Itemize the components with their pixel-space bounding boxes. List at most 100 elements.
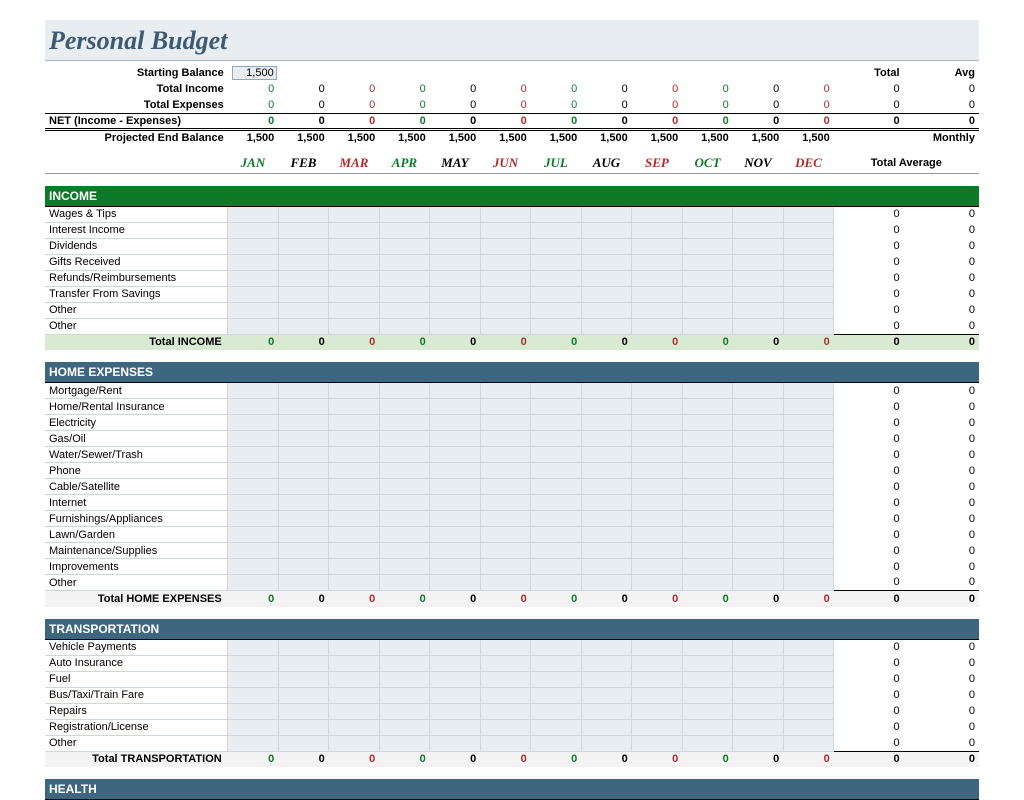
cell-input[interactable]	[278, 415, 329, 431]
cell-input[interactable]	[430, 254, 481, 270]
cell-input[interactable]	[480, 527, 531, 543]
cell-input[interactable]	[228, 431, 279, 447]
cell-input[interactable]	[682, 527, 733, 543]
cell-input[interactable]	[581, 703, 632, 719]
cell-input[interactable]	[480, 655, 531, 671]
cell-input[interactable]	[480, 543, 531, 559]
cell-input[interactable]	[430, 511, 481, 527]
cell-input[interactable]	[682, 415, 733, 431]
cell-input[interactable]	[581, 511, 632, 527]
cell-input[interactable]	[531, 447, 582, 463]
cell-input[interactable]	[480, 222, 531, 238]
cell-input[interactable]	[531, 671, 582, 687]
cell-input[interactable]	[278, 655, 329, 671]
cell-input[interactable]	[733, 479, 784, 495]
cell-input[interactable]	[329, 399, 380, 415]
cell-input[interactable]	[783, 383, 834, 399]
cell-input[interactable]	[430, 719, 481, 735]
cell-input[interactable]	[480, 399, 531, 415]
cell-input[interactable]	[632, 543, 683, 559]
cell-input[interactable]	[783, 527, 834, 543]
cell-input[interactable]	[581, 479, 632, 495]
cell-input[interactable]	[531, 222, 582, 238]
starting-balance-cell[interactable]: 1,500	[228, 65, 279, 81]
cell-input[interactable]	[278, 511, 329, 527]
cell-input[interactable]	[783, 719, 834, 735]
cell-input[interactable]	[581, 415, 632, 431]
cell-input[interactable]	[430, 527, 481, 543]
cell-input[interactable]	[430, 655, 481, 671]
cell-input[interactable]	[632, 302, 683, 318]
cell-input[interactable]	[733, 703, 784, 719]
cell-input[interactable]	[632, 383, 683, 399]
cell-input[interactable]	[783, 735, 834, 751]
cell-input[interactable]	[329, 447, 380, 463]
cell-input[interactable]	[531, 415, 582, 431]
cell-input[interactable]	[278, 254, 329, 270]
cell-input[interactable]	[783, 671, 834, 687]
cell-input[interactable]	[329, 270, 380, 286]
cell-input[interactable]	[733, 527, 784, 543]
cell-input[interactable]	[783, 575, 834, 591]
cell-input[interactable]	[278, 735, 329, 751]
cell-input[interactable]	[531, 655, 582, 671]
cell-input[interactable]	[228, 559, 279, 575]
cell-input[interactable]	[379, 383, 430, 399]
cell-input[interactable]	[682, 222, 733, 238]
cell-input[interactable]	[733, 463, 784, 479]
cell-input[interactable]	[430, 575, 481, 591]
cell-input[interactable]	[632, 495, 683, 511]
cell-input[interactable]	[379, 270, 430, 286]
cell-input[interactable]	[228, 318, 279, 334]
cell-input[interactable]	[480, 639, 531, 655]
cell-input[interactable]	[278, 238, 329, 254]
cell-input[interactable]	[581, 222, 632, 238]
cell-input[interactable]	[581, 383, 632, 399]
cell-input[interactable]	[783, 463, 834, 479]
cell-input[interactable]	[228, 447, 279, 463]
cell-input[interactable]	[632, 286, 683, 302]
cell-input[interactable]	[379, 238, 430, 254]
cell-input[interactable]	[430, 463, 481, 479]
cell-input[interactable]	[379, 302, 430, 318]
cell-input[interactable]	[531, 495, 582, 511]
cell-input[interactable]	[783, 655, 834, 671]
cell-input[interactable]	[682, 719, 733, 735]
cell-input[interactable]	[480, 238, 531, 254]
cell-input[interactable]	[430, 495, 481, 511]
cell-input[interactable]	[531, 639, 582, 655]
cell-input[interactable]	[581, 687, 632, 703]
cell-input[interactable]	[228, 543, 279, 559]
cell-input[interactable]	[632, 463, 683, 479]
cell-input[interactable]	[682, 238, 733, 254]
cell-input[interactable]	[632, 254, 683, 270]
cell-input[interactable]	[228, 463, 279, 479]
cell-input[interactable]	[329, 687, 380, 703]
cell-input[interactable]	[430, 671, 481, 687]
cell-input[interactable]	[329, 527, 380, 543]
cell-input[interactable]	[379, 286, 430, 302]
cell-input[interactable]	[682, 559, 733, 575]
cell-input[interactable]	[480, 270, 531, 286]
cell-input[interactable]	[228, 206, 279, 222]
cell-input[interactable]	[531, 703, 582, 719]
cell-input[interactable]	[531, 431, 582, 447]
cell-input[interactable]	[531, 527, 582, 543]
cell-input[interactable]	[783, 318, 834, 334]
cell-input[interactable]	[733, 511, 784, 527]
cell-input[interactable]	[480, 318, 531, 334]
cell-input[interactable]	[531, 302, 582, 318]
cell-input[interactable]	[682, 655, 733, 671]
cell-input[interactable]	[581, 399, 632, 415]
cell-input[interactable]	[581, 431, 632, 447]
cell-input[interactable]	[531, 286, 582, 302]
cell-input[interactable]	[632, 687, 683, 703]
cell-input[interactable]	[480, 431, 531, 447]
cell-input[interactable]	[682, 687, 733, 703]
cell-input[interactable]	[632, 511, 683, 527]
cell-input[interactable]	[682, 383, 733, 399]
cell-input[interactable]	[329, 559, 380, 575]
cell-input[interactable]	[430, 687, 481, 703]
cell-input[interactable]	[228, 639, 279, 655]
cell-input[interactable]	[783, 415, 834, 431]
